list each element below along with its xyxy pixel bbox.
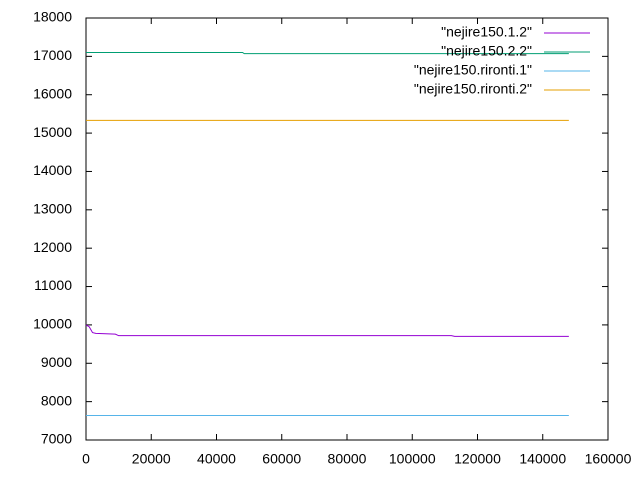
legend-label: "nejire150.2.2" xyxy=(441,43,532,59)
x-tick-label: 20000 xyxy=(132,451,171,467)
y-tick-label: 10000 xyxy=(33,316,72,332)
x-tick-label: 80000 xyxy=(328,451,367,467)
y-tick-label: 13000 xyxy=(33,201,72,217)
y-tick-label: 11000 xyxy=(34,277,72,293)
x-tick-label: 140000 xyxy=(519,451,566,467)
y-tick-label: 8000 xyxy=(41,392,72,408)
y-tick-label: 9000 xyxy=(41,354,72,370)
y-tick-label: 16000 xyxy=(33,85,72,101)
y-tick-label: 17000 xyxy=(33,47,72,63)
x-tick-label: 40000 xyxy=(197,451,236,467)
legend-label: "nejire150.rironti.2" xyxy=(414,81,532,97)
y-tick-label: 14000 xyxy=(33,162,72,178)
x-tick-label: 0 xyxy=(82,451,90,467)
y-tick-label: 15000 xyxy=(33,124,72,140)
series-line xyxy=(86,52,569,55)
series-line xyxy=(85,324,569,337)
x-tick-label: 120000 xyxy=(454,451,501,467)
x-tick-label: 100000 xyxy=(389,451,436,467)
y-tick-label: 7000 xyxy=(41,431,72,447)
legend-label: "nejire150.rironti.1" xyxy=(414,62,532,78)
x-tick-label: 60000 xyxy=(262,451,301,467)
y-tick-label: 18000 xyxy=(33,9,72,25)
y-tick-label: 12000 xyxy=(33,239,72,255)
x-tick-label: 160000 xyxy=(585,451,632,467)
legend-label: "nejire150.1.2" xyxy=(441,24,532,40)
